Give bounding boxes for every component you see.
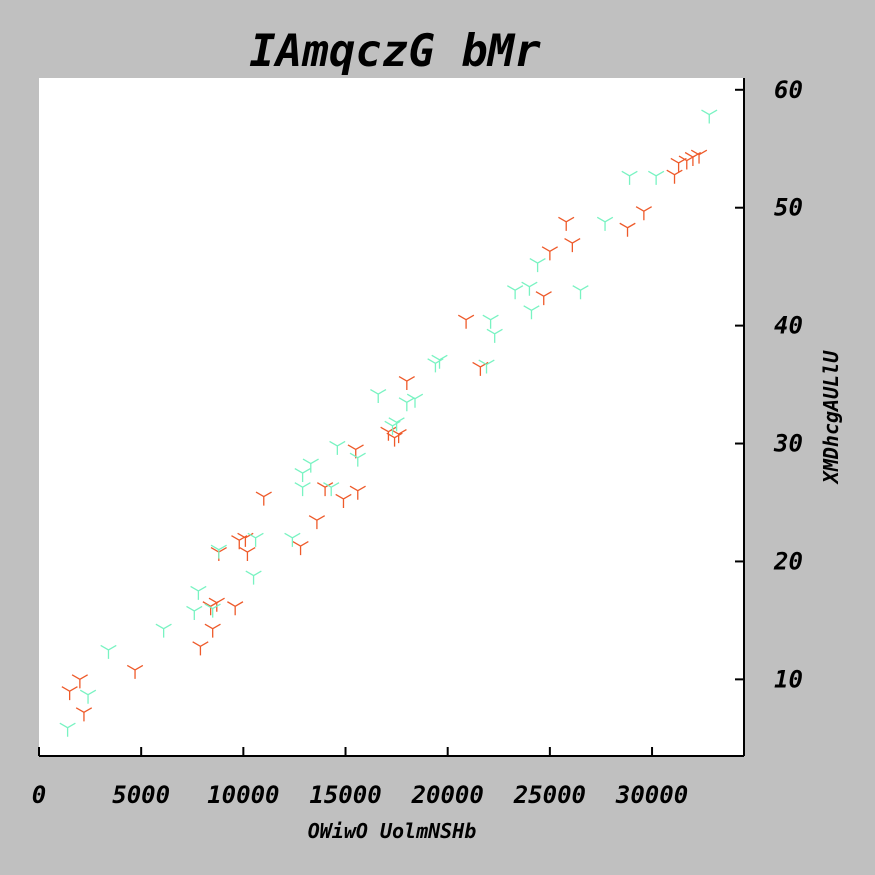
data-point [478,359,495,374]
data-point [472,361,489,376]
data-point [701,109,718,124]
data-point [529,258,546,273]
x-tick-label: 20000 [411,781,484,809]
series-1 [61,149,708,722]
data-point [349,485,366,500]
x-tick-label: 25000 [513,781,586,809]
data-point [482,314,499,329]
data-point [335,493,352,508]
data-point [349,452,366,467]
data-point [619,222,636,237]
data-point [126,664,144,679]
data-point [635,206,652,221]
y-tick-label: 10 [774,665,803,693]
data-point [204,603,221,618]
data-point [292,541,309,556]
data-point [541,246,558,261]
data-point [100,644,117,659]
data-point [294,467,311,483]
data-point [684,151,702,167]
data-point [535,291,552,306]
data-point [186,605,203,620]
data-point [255,491,272,506]
data-point [61,686,78,701]
data-point [523,305,540,320]
series-2 [59,109,718,737]
data-point [621,170,638,185]
data-point [323,482,340,497]
x-tick-label: 15000 [309,781,381,809]
data-point [59,722,76,737]
data-point [690,149,708,164]
data-point [155,623,172,638]
data-point [648,170,665,185]
data-point [71,674,88,689]
plot-area [39,78,744,756]
data-point [231,535,248,550]
data-point [210,544,227,559]
data-point [521,281,538,296]
data-point [370,388,387,404]
data-point [79,689,97,704]
data-point [294,482,311,497]
x-ticks: 0 5000 10000 15000 20000 25000 30000 [32,747,688,809]
data-point [227,601,244,616]
x-tick-label: 0 [32,781,46,809]
y-tick-label: 50 [774,194,803,222]
y-tick-label: 20 [773,547,803,575]
data-point [398,375,415,391]
data-point [457,314,475,329]
data-point [398,397,415,412]
x-tick-label: 5000 [112,781,170,809]
data-point [190,585,207,600]
x-tick-label: 30000 [615,781,688,809]
data-point [316,482,334,497]
data-point [192,641,209,656]
data-point [245,570,262,585]
data-point [486,328,503,343]
data-point [572,285,589,300]
data-point [247,532,264,547]
data-point [507,285,524,300]
y-ticks: 10 20 30 40 50 60 [735,76,803,693]
data-point [564,238,581,253]
data-point [406,393,424,408]
x-axis-label: OWiwO UolmNSHb [308,819,477,843]
y-tick-label: 40 [774,312,803,340]
y-tick-label: 60 [774,76,803,104]
x-tick-label: 10000 [207,781,279,809]
data-point [75,707,93,722]
data-point [208,597,225,612]
data-point [239,546,256,562]
y-tick-label: 30 [773,430,803,458]
data-point [558,216,575,231]
data-point [596,216,614,231]
data-point [284,532,301,547]
data-point [237,532,254,547]
data-point [388,417,405,432]
chart-title: IAmqczG bMr [249,26,541,77]
series-layer [59,109,718,737]
data-point [302,458,319,473]
data-point [431,354,448,369]
data-point [329,440,346,455]
data-point [308,515,326,530]
data-point [666,169,683,184]
data-point [204,623,221,638]
y-axis-label: XMDhcgAULlU [819,350,843,485]
